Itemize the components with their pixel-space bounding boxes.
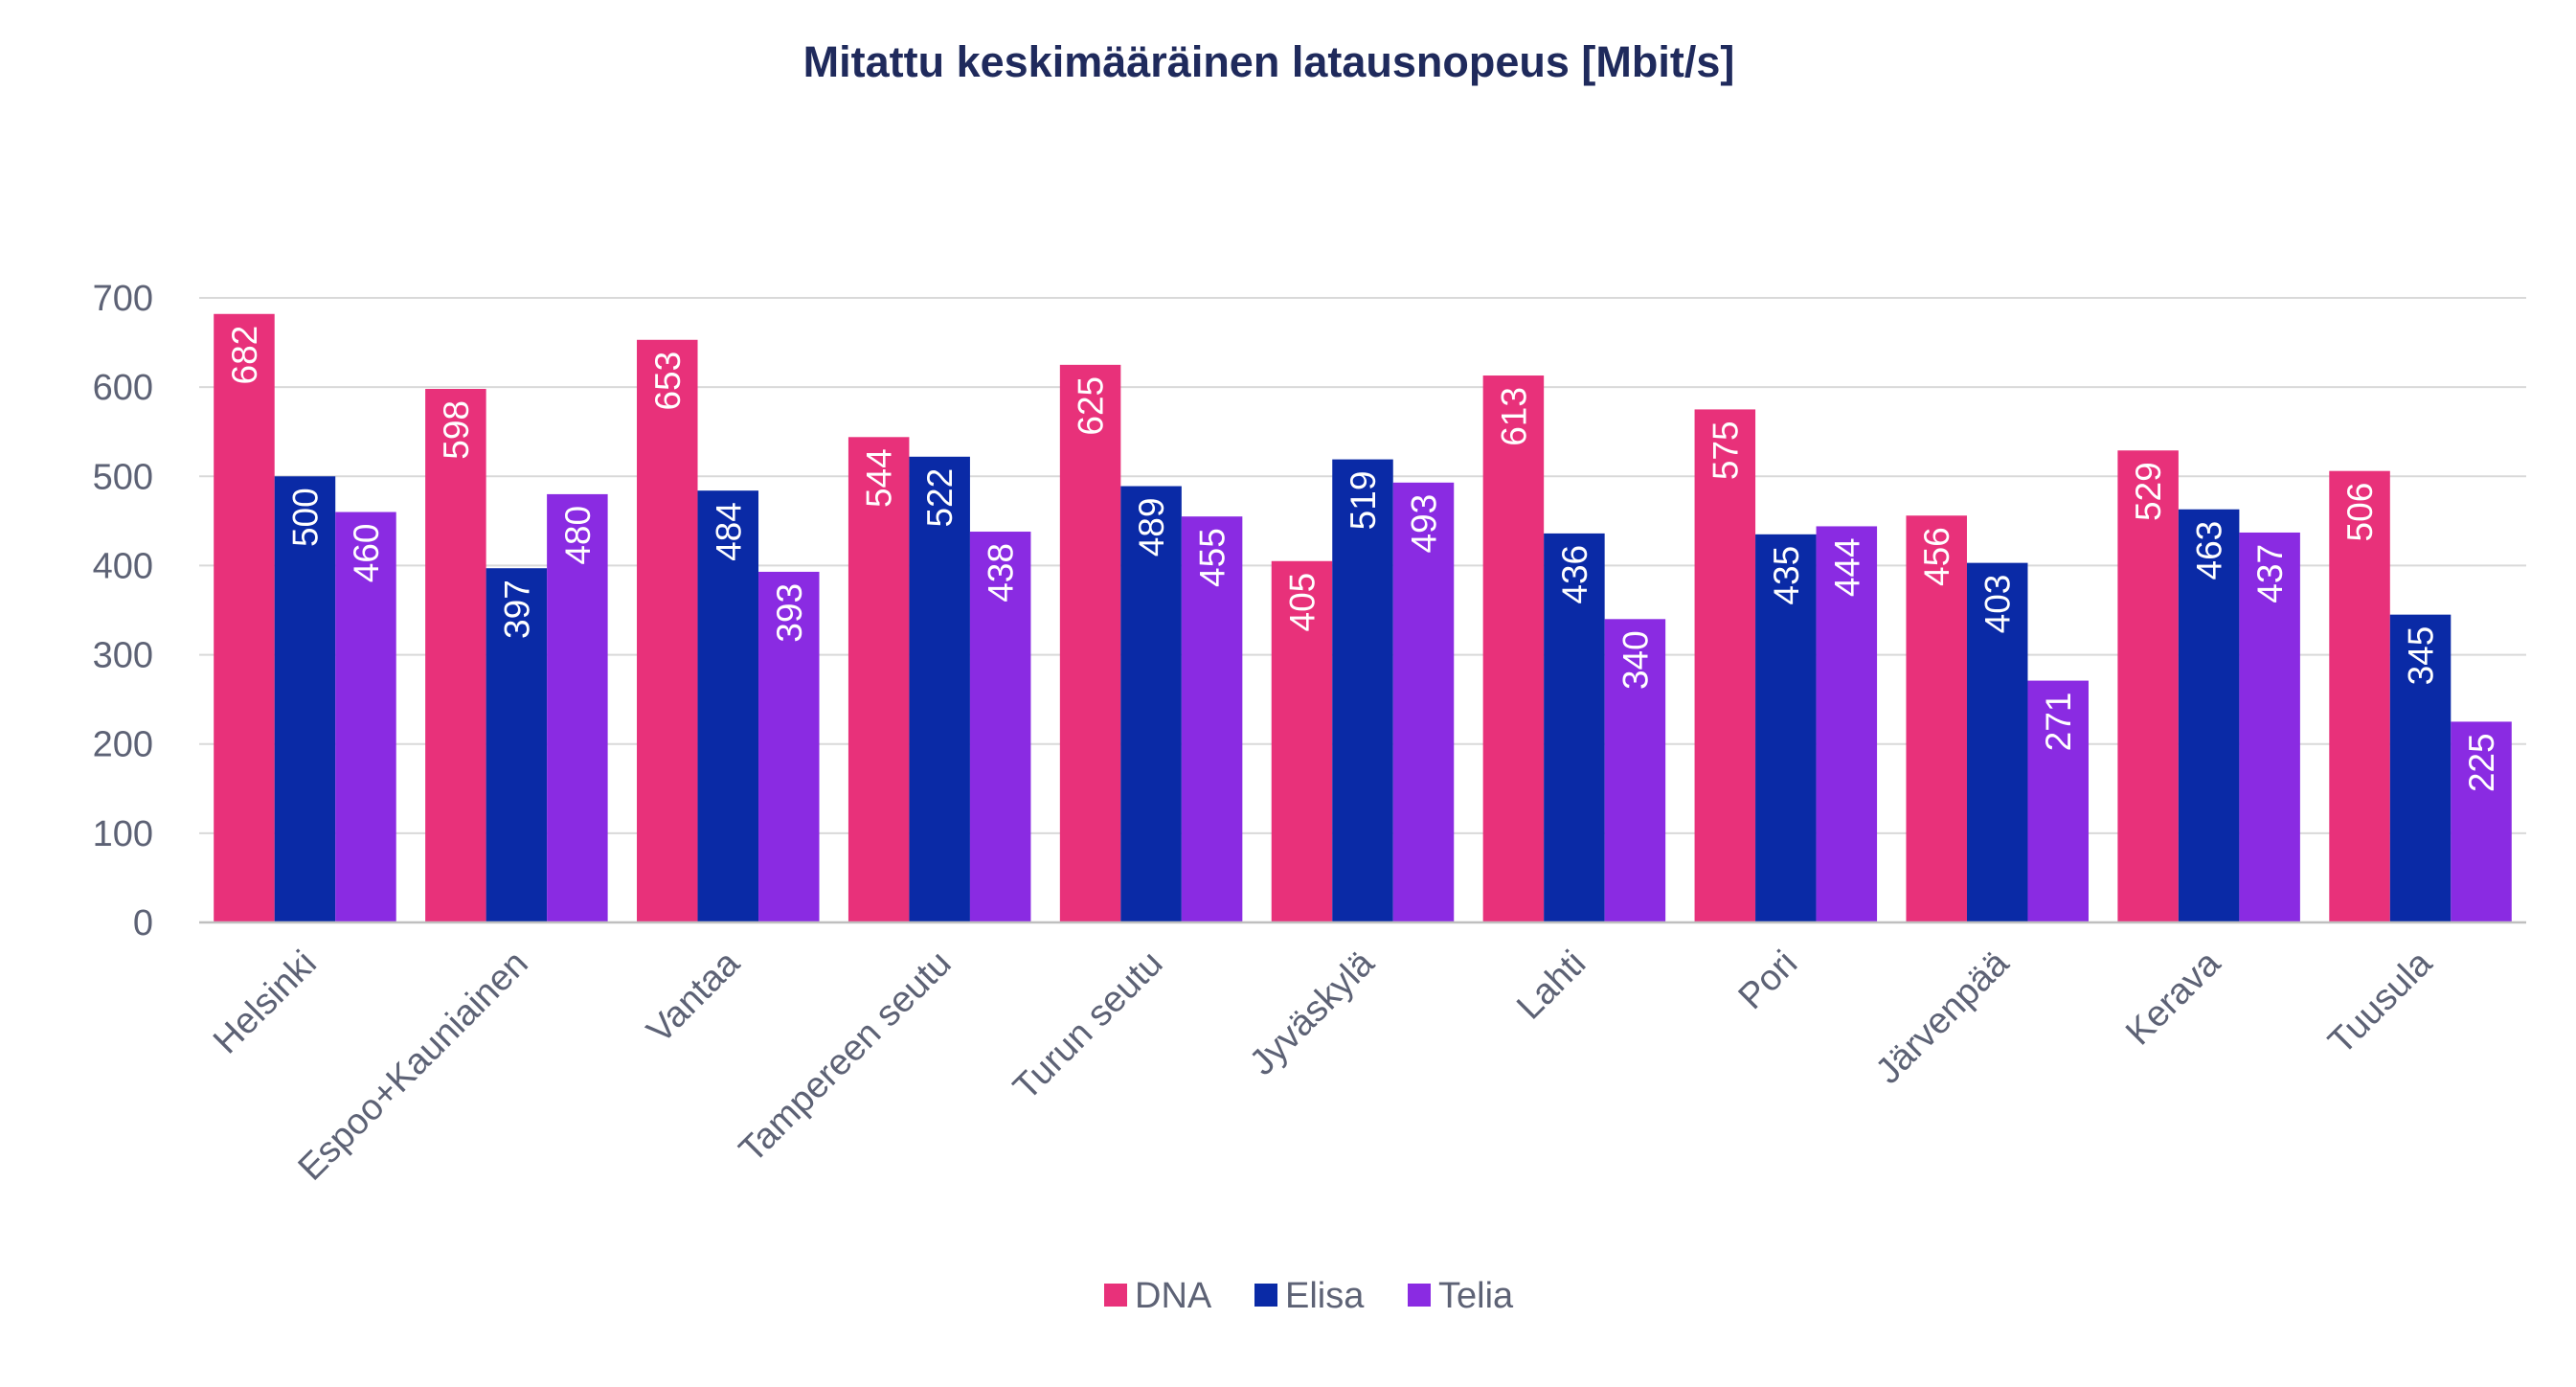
bar-elisa bbox=[1544, 533, 1605, 922]
chart-title: Mitattu keskimääräinen latausnopeus [Mbi… bbox=[803, 37, 1735, 86]
data-label: 500 bbox=[285, 488, 325, 547]
bar-elisa bbox=[486, 568, 548, 922]
x-tick-label: Kerava bbox=[2118, 943, 2228, 1053]
bar-dna bbox=[2117, 450, 2179, 922]
bar-elisa bbox=[1755, 534, 1817, 922]
data-labels: 682 500 460 598 397 480 653 484 393 544 522 438 625 4… bbox=[225, 326, 2501, 792]
bar-telia bbox=[1181, 516, 1243, 922]
legend-swatch-dna bbox=[1104, 1284, 1127, 1307]
legend-swatch-telia bbox=[1408, 1284, 1431, 1307]
data-label: 438 bbox=[982, 543, 1021, 603]
data-label: 225 bbox=[2462, 733, 2501, 792]
bar-telia bbox=[2239, 532, 2300, 922]
x-tick-label: Tuusula bbox=[2321, 943, 2441, 1062]
y-tick-label: 100 bbox=[93, 814, 153, 854]
legend-label-dna: DNA bbox=[1135, 1276, 1212, 1316]
bars bbox=[214, 313, 2512, 923]
bar-elisa bbox=[697, 490, 759, 922]
data-label: 575 bbox=[1706, 421, 1745, 480]
bar-telia bbox=[2451, 721, 2512, 922]
data-label: 489 bbox=[1132, 498, 1171, 557]
data-label: 456 bbox=[1917, 527, 1956, 586]
bar-elisa bbox=[274, 476, 336, 922]
data-label: 403 bbox=[1978, 575, 2018, 634]
bar-elisa bbox=[909, 456, 970, 922]
data-label: 437 bbox=[2250, 544, 2290, 603]
legend-label-elisa: Elisa bbox=[1285, 1276, 1365, 1316]
legend-label-telia: Telia bbox=[1438, 1276, 1514, 1316]
data-label: 529 bbox=[2129, 462, 2168, 521]
bar-elisa bbox=[1332, 459, 1393, 922]
bar-elisa bbox=[1966, 562, 2028, 922]
data-label: 436 bbox=[1555, 545, 1594, 604]
bar-dna bbox=[214, 313, 275, 922]
bar-elisa bbox=[2178, 509, 2240, 922]
data-label: 397 bbox=[497, 580, 536, 639]
y-tick-label: 300 bbox=[93, 636, 153, 676]
data-label: 455 bbox=[1193, 528, 1232, 587]
bar-dna bbox=[2329, 470, 2390, 922]
x-tick-label: Turun seutu bbox=[1006, 944, 1170, 1108]
data-label: 460 bbox=[347, 524, 386, 583]
y-axis-ticks: 0 100 200 300 400 500 600 700 bbox=[93, 279, 153, 944]
y-tick-label: 700 bbox=[93, 279, 153, 319]
bar-telia bbox=[547, 493, 608, 922]
bar-elisa bbox=[1120, 486, 1182, 922]
bar-dna bbox=[1059, 364, 1121, 922]
bar-dna bbox=[637, 339, 698, 923]
bar-dna bbox=[425, 389, 486, 922]
data-label: 405 bbox=[1283, 573, 1322, 632]
x-tick-label: Espoo+Kauniainen bbox=[291, 944, 536, 1189]
data-label: 463 bbox=[2190, 521, 2229, 580]
data-label: 393 bbox=[770, 583, 809, 643]
y-tick-label: 200 bbox=[93, 725, 153, 765]
legend: DNA Elisa Telia bbox=[1104, 1276, 1514, 1316]
data-label: 613 bbox=[1494, 387, 1533, 446]
data-label: 519 bbox=[1344, 471, 1383, 531]
y-tick-label: 500 bbox=[93, 457, 153, 497]
bar-dna bbox=[1694, 409, 1756, 922]
bar-dna bbox=[1906, 515, 1967, 922]
data-label: 544 bbox=[860, 448, 899, 508]
data-label: 625 bbox=[1072, 376, 1111, 436]
x-tick-label: Pori bbox=[1731, 944, 1805, 1017]
bar-telia bbox=[2027, 680, 2089, 922]
x-tick-label: Tampereen seutu bbox=[732, 944, 959, 1171]
y-tick-label: 0 bbox=[133, 903, 153, 944]
data-label: 506 bbox=[2340, 483, 2380, 542]
data-label: 484 bbox=[709, 502, 748, 561]
x-tick-label: Jyväskylä bbox=[1242, 943, 1383, 1083]
bar-telia bbox=[1392, 482, 1455, 922]
data-label: 682 bbox=[225, 326, 264, 385]
x-tick-label: Vantaa bbox=[640, 943, 748, 1051]
x-tick-label: Lahti bbox=[1509, 944, 1593, 1028]
legend-swatch-elisa bbox=[1254, 1284, 1277, 1307]
bar-telia bbox=[758, 571, 820, 922]
data-label: 522 bbox=[920, 468, 960, 528]
data-label: 653 bbox=[648, 352, 688, 411]
bar-telia bbox=[1604, 619, 1666, 922]
bar-dna bbox=[1271, 560, 1333, 922]
y-tick-label: 400 bbox=[93, 546, 153, 586]
data-label: 340 bbox=[1616, 630, 1655, 690]
bar-elisa bbox=[2389, 614, 2452, 922]
bar-telia bbox=[969, 532, 1031, 922]
bar-dna bbox=[847, 437, 910, 922]
data-label: 435 bbox=[1767, 546, 1806, 605]
bar-telia bbox=[335, 512, 396, 922]
bar-dna bbox=[1482, 375, 1545, 922]
data-label: 271 bbox=[2039, 693, 2078, 752]
y-tick-label: 600 bbox=[93, 368, 153, 408]
bar-telia bbox=[1816, 526, 1878, 922]
data-label: 598 bbox=[437, 400, 476, 460]
x-tick-label: Helsinki bbox=[206, 944, 325, 1062]
data-label: 444 bbox=[1827, 537, 1866, 597]
data-label: 345 bbox=[2402, 626, 2441, 686]
x-tick-label: Järvenpää bbox=[1868, 943, 2018, 1092]
data-label: 493 bbox=[1405, 494, 1444, 554]
data-label: 480 bbox=[558, 506, 598, 565]
